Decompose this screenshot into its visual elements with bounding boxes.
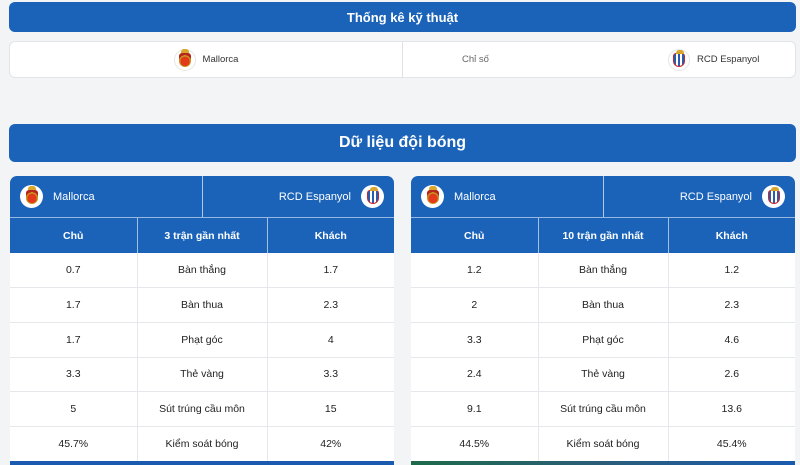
table-header-row: Chủ 10 trận gần nhất Khách bbox=[411, 218, 795, 253]
table-row: 9.1 Sút trúng cầu môn 13.6 bbox=[411, 391, 795, 427]
home-value: 0.7 bbox=[10, 253, 138, 289]
stat-name: Phạt góc bbox=[137, 322, 268, 358]
away-team-cell[interactable]: Chỉ số RCD Espanyol bbox=[403, 42, 795, 77]
away-value: 4.6 bbox=[668, 322, 795, 358]
away-team-name: RCD Espanyol bbox=[697, 54, 760, 65]
table-row: 3.3 Thẻ vàng 3.3 bbox=[10, 357, 394, 393]
last-3-matches-panel: Mallorca RCD Espanyol Chủ 3 trận gần nhấ… bbox=[10, 176, 394, 465]
technical-stats-header: Thống kê kỹ thuật bbox=[9, 2, 796, 32]
table-header-row: Chủ 3 trận gần nhất Khách bbox=[10, 218, 394, 253]
away-value: 4 bbox=[267, 322, 394, 358]
away-value: 13.6 bbox=[668, 391, 795, 427]
table-row: 1.2 Bàn thắng 1.2 bbox=[411, 253, 795, 289]
team-data-title: Dữ liệu đội bóng bbox=[338, 134, 467, 151]
away-value: 3.3 bbox=[267, 357, 394, 393]
away-value: 2.3 bbox=[668, 287, 795, 323]
panel-home-team[interactable]: Mallorca bbox=[411, 176, 604, 217]
espanyol-logo-icon bbox=[762, 185, 785, 208]
home-value: 2 bbox=[411, 287, 539, 323]
home-value: 2.4 bbox=[411, 357, 539, 393]
home-team-name: Mallorca bbox=[202, 54, 239, 65]
stat-name: Bàn thắng bbox=[538, 253, 669, 289]
table-row: 1.7 Phạt góc 4 bbox=[10, 322, 394, 358]
stat-name: Thẻ vàng bbox=[137, 357, 268, 393]
last-10-matches-panel: Mallorca RCD Espanyol Chủ 10 trận gần nh… bbox=[411, 176, 795, 465]
next-section-edge bbox=[10, 461, 394, 465]
home-value: 5 bbox=[10, 391, 138, 427]
home-value: 44.5% bbox=[411, 426, 539, 462]
home-team-cell[interactable]: Mallorca bbox=[10, 42, 403, 77]
table-row: 0.7 Bàn thắng 1.7 bbox=[10, 253, 394, 289]
column-header-home: Chủ bbox=[10, 218, 138, 253]
home-value: 3.3 bbox=[411, 322, 539, 358]
stats-table: Chủ 3 trận gần nhất Khách 0.7 Bàn thắng … bbox=[10, 218, 394, 462]
table-row: 2.4 Thẻ vàng 2.6 bbox=[411, 357, 795, 393]
stat-name: Sút trúng cầu môn bbox=[137, 391, 268, 427]
home-value: 9.1 bbox=[411, 391, 539, 427]
stat-name: Phạt góc bbox=[538, 322, 669, 358]
column-header-home: Chủ bbox=[411, 218, 539, 253]
home-value: 45.7% bbox=[10, 426, 138, 462]
next-section-edge bbox=[411, 461, 795, 465]
mallorca-logo-icon bbox=[20, 185, 43, 208]
panel-team-row: Mallorca RCD Espanyol bbox=[411, 176, 795, 218]
column-header-away: Khách bbox=[668, 218, 795, 253]
stat-name: Bàn thua bbox=[538, 287, 669, 323]
away-team-name: RCD Espanyol bbox=[278, 190, 351, 203]
home-team-name: Mallorca bbox=[53, 190, 95, 203]
table-row: 45.7% Kiểm soát bóng 42% bbox=[10, 426, 394, 462]
away-value: 2.6 bbox=[668, 357, 795, 393]
home-value: 1.7 bbox=[10, 287, 138, 323]
away-value: 1.2 bbox=[668, 253, 795, 289]
team-data-header: Dữ liệu đội bóng bbox=[9, 124, 796, 162]
home-value: 3.3 bbox=[10, 357, 138, 393]
technical-stats-title: Thống kê kỹ thuật bbox=[346, 9, 459, 25]
panel-team-row: Mallorca RCD Espanyol bbox=[10, 176, 394, 218]
panel-home-team[interactable]: Mallorca bbox=[10, 176, 203, 217]
column-header-stat: 10 trận gần nhất bbox=[538, 218, 669, 253]
away-value: 1.7 bbox=[267, 253, 394, 289]
away-value: 15 bbox=[267, 391, 394, 427]
stat-name: Kiểm soát bóng bbox=[538, 426, 669, 462]
stat-name: Thẻ vàng bbox=[538, 357, 669, 393]
away-value: 45.4% bbox=[668, 426, 795, 462]
panel-away-team[interactable]: RCD Espanyol bbox=[604, 176, 796, 217]
away-value: 2.3 bbox=[267, 287, 394, 323]
table-row: 5 Sút trúng cầu môn 15 bbox=[10, 391, 394, 427]
mallorca-logo-icon bbox=[173, 48, 196, 71]
stat-name: Bàn thua bbox=[137, 287, 268, 323]
home-value: 1.2 bbox=[411, 253, 539, 289]
table-row: 1.7 Bàn thua 2.3 bbox=[10, 287, 394, 323]
table-row: 44.5% Kiểm soát bóng 45.4% bbox=[411, 426, 795, 462]
stat-name: Bàn thắng bbox=[137, 253, 268, 289]
espanyol-logo-icon bbox=[668, 48, 690, 71]
away-value: 42% bbox=[267, 426, 394, 462]
home-value: 1.7 bbox=[10, 322, 138, 358]
mallorca-logo-icon bbox=[421, 185, 444, 208]
stat-name: Sút trúng cầu môn bbox=[538, 391, 669, 427]
column-header-stat: 3 trận gần nhất bbox=[137, 218, 268, 253]
stats-table: Chủ 10 trận gần nhất Khách 1.2 Bàn thắng… bbox=[411, 218, 795, 462]
column-header-away: Khách bbox=[267, 218, 394, 253]
stat-name: Kiểm soát bóng bbox=[137, 426, 268, 462]
away-team-name: RCD Espanyol bbox=[679, 190, 752, 203]
stat-label: Chỉ số bbox=[462, 54, 489, 65]
team-compare-bar: Mallorca Chỉ số RCD Espanyol bbox=[9, 41, 796, 78]
espanyol-logo-icon bbox=[361, 185, 384, 208]
table-row: 2 Bàn thua 2.3 bbox=[411, 287, 795, 323]
home-team-name: Mallorca bbox=[454, 190, 496, 203]
table-row: 3.3 Phạt góc 4.6 bbox=[411, 322, 795, 358]
panel-away-team[interactable]: RCD Espanyol bbox=[203, 176, 395, 217]
